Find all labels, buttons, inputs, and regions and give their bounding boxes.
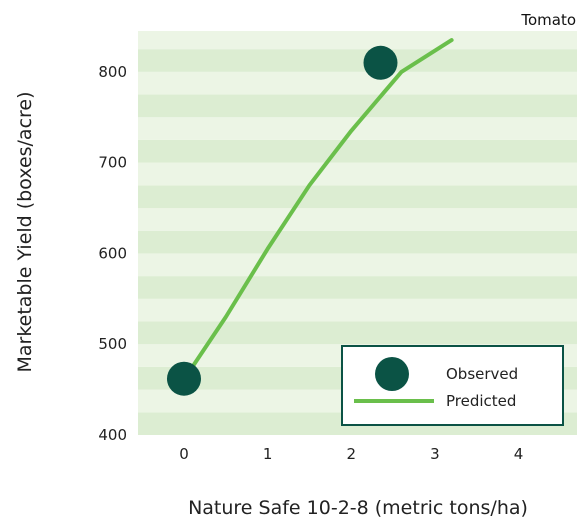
x-tick-label: 2: [346, 445, 356, 463]
grid-band: [138, 298, 577, 322]
y-axis-title: Marketable Yield (boxes/acre): [14, 91, 36, 372]
legend-observed-marker: [375, 357, 409, 391]
chart-corner-label: Tomato: [520, 11, 576, 29]
x-tick-label: 3: [430, 445, 440, 463]
grid-band: [138, 321, 577, 345]
observed-point: [363, 45, 398, 80]
grid-band: [138, 117, 577, 140]
grid-band: [138, 253, 577, 277]
y-tick-label: 700: [98, 154, 127, 172]
x-tick-label: 1: [263, 445, 273, 463]
y-axis-ticks: 400 500 600 700 800: [98, 63, 127, 444]
observed-point: [166, 361, 201, 396]
grid-band: [138, 162, 577, 186]
grid-band: [138, 276, 577, 299]
y-tick-label: 800: [98, 63, 127, 81]
legend-observed-label: Observed: [446, 365, 518, 383]
grid-band: [138, 185, 577, 209]
grid-band: [138, 31, 577, 50]
legend: Observed Predicted: [341, 345, 564, 426]
predicted-line: [190, 38, 454, 369]
x-tick-label: 4: [514, 445, 524, 463]
legend-predicted-label: Predicted: [446, 392, 516, 410]
grid-band: [138, 230, 577, 254]
grid-band: [138, 208, 577, 231]
x-axis-ticks: 0 1 2 3 4: [179, 445, 523, 463]
grid-band: [138, 49, 577, 72]
plot-series: [166, 38, 454, 396]
x-axis-title: Nature Safe 10-2-8 (metric tons/ha): [188, 497, 528, 519]
y-tick-label: 500: [98, 335, 127, 353]
legend-box: [341, 345, 564, 426]
grid-band: [138, 94, 577, 118]
x-tick-label: 0: [179, 445, 189, 463]
grid-band: [138, 139, 577, 163]
y-tick-label: 400: [98, 426, 127, 444]
grid-band: [138, 71, 577, 95]
y-tick-label: 600: [98, 244, 127, 262]
